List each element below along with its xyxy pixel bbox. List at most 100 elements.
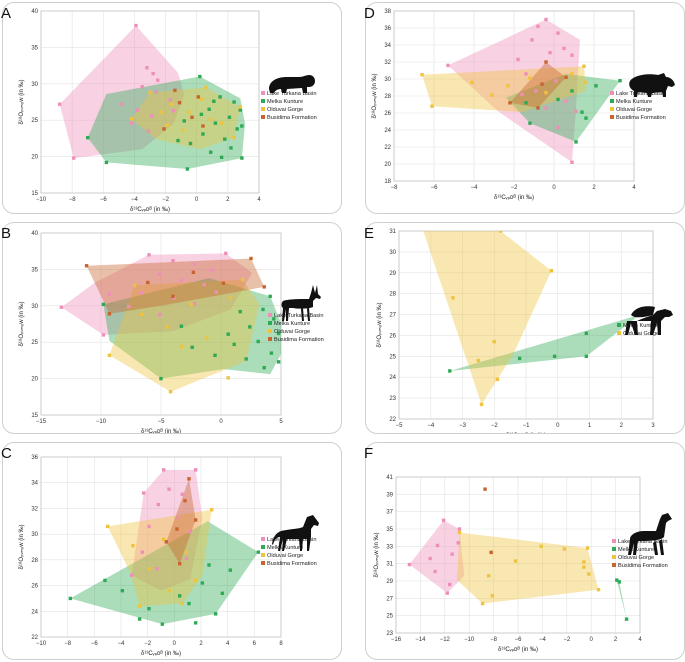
point-olduvai: [539, 544, 543, 549]
point-olduvai: [420, 223, 423, 226]
legend-label: Melka Kunture: [274, 321, 310, 327]
point-olduvai: [132, 283, 137, 288]
point-melka-kunture: [209, 150, 213, 154]
x-axis-label: δ¹³Cᵥₚᴅᴮ (in ‰): [141, 428, 181, 433]
legend-label: Lake Turkana Basin: [618, 539, 667, 545]
x-tick-label: −4: [131, 197, 139, 203]
pig-icon: [629, 73, 675, 97]
point-melka-kunture: [218, 95, 222, 99]
y-tick-label: 26: [389, 333, 396, 339]
antelope-icon: [281, 285, 321, 321]
point-busidima: [489, 550, 493, 555]
point-lake-turkana: [224, 251, 228, 256]
point-lake-turkana: [140, 290, 144, 295]
point-lake-turkana: [158, 312, 162, 317]
point-melka-kunture: [517, 356, 522, 361]
point-olduvai: [587, 572, 591, 576]
point-lake-turkana: [562, 46, 566, 51]
x-tick-label: −10: [36, 641, 47, 647]
point-lake-turkana: [192, 301, 197, 306]
x-tick-label: 2: [226, 197, 230, 203]
point-melka-kunture: [103, 578, 107, 583]
legend-swatch: [612, 547, 616, 551]
point-olduvai: [228, 296, 233, 300]
point-melka-kunture: [188, 141, 193, 146]
point-melka-kunture: [120, 589, 125, 593]
point-melka-kunture: [187, 601, 191, 606]
point-olduvai: [167, 589, 171, 593]
x-tick-label: −6: [515, 637, 523, 643]
point-lake-turkana: [435, 543, 440, 548]
point-olduvai: [193, 578, 198, 583]
point-olduvai: [570, 72, 574, 76]
point-lake-turkana: [407, 562, 412, 567]
y-tick-label: 25: [31, 340, 38, 346]
y-tick-label: 34: [31, 481, 38, 487]
point-olduvai: [492, 340, 496, 344]
point-olduvai: [105, 524, 110, 529]
data-layer: [420, 17, 622, 164]
panel-c: C 22 24 26 28 30 32 34 36 −10 −8 −6 −4 −2 0 2 4 6 8 δ¹³Cᵥₚᴅ…: [1, 442, 342, 660]
x-tick-label: 2: [614, 637, 618, 643]
point-lake-turkana: [57, 102, 62, 106]
legend-swatch: [612, 555, 616, 559]
y-tick-label: 32: [384, 60, 391, 66]
point-lake-turkana: [184, 556, 189, 561]
panel-f: F 23 25 27 29 31 33 35 37 39 41 −16 −14 −12 −10 −8 −6 −4 −…: [364, 442, 685, 660]
point-lake-turkana: [516, 57, 520, 62]
point-olduvai: [240, 277, 245, 282]
point-busidima: [187, 477, 191, 481]
legend-label: Busidima Formation: [267, 561, 317, 567]
legend-swatch: [617, 323, 621, 327]
data-layer: [59, 251, 281, 394]
legend-label: Olduvai Gorge: [618, 555, 654, 561]
x-tick-label: −2: [162, 197, 170, 203]
point-olduvai: [513, 559, 518, 563]
panel-d: D 18 20 22 24 26 28 30 32 34 36 38 −8 −6 −4 −2 0 2 4 δ¹³Cᵥₚ…: [364, 2, 685, 214]
point-busidima: [262, 285, 266, 289]
point-olduvai: [180, 601, 185, 606]
point-melka-kunture: [235, 127, 239, 131]
point-olduvai: [232, 135, 236, 140]
point-melka-kunture: [104, 160, 109, 165]
panel-letter: D: [364, 5, 375, 22]
x-tick-label: −5: [396, 423, 404, 429]
y-axis-label: δ¹⁸Oᵥₛₘₒᴡ (in ‰): [371, 73, 378, 118]
y-tick-label: 20: [384, 162, 391, 168]
point-olduvai: [476, 358, 481, 363]
x-tick-label: 4: [226, 641, 230, 647]
point-lake-turkana: [134, 23, 138, 28]
point-olduvai: [596, 587, 601, 592]
point-melka-kunture: [552, 354, 557, 359]
x-tick-label: 5: [279, 419, 283, 425]
point-melka-kunture: [584, 116, 588, 120]
y-tick-label: 35: [31, 45, 38, 51]
point-lake-turkana: [168, 98, 172, 102]
y-tick-label: 28: [31, 558, 38, 564]
point-melka-kunture: [193, 621, 198, 625]
legend-label: Melka Kunture: [616, 99, 652, 105]
point-busidima: [146, 280, 150, 285]
panel-letter: F: [364, 445, 374, 462]
hippo-icon: [269, 75, 315, 93]
hull-lake-turkana: [59, 25, 185, 159]
y-tick-label: 25: [386, 614, 393, 620]
hyena-icon: [625, 306, 673, 335]
point-busidima: [483, 487, 487, 491]
point-melka-kunture: [232, 100, 236, 104]
panel-letter: C: [1, 445, 12, 462]
point-melka-kunture: [201, 132, 205, 136]
point-olduvai: [129, 117, 134, 121]
point-olduvai: [165, 123, 169, 127]
point-lake-turkana: [548, 50, 552, 55]
point-lake-turkana: [145, 66, 149, 70]
x-tick-label: 4: [632, 185, 636, 191]
scatter-chart-a: 15 20 25 30 35 40 −10 −8 −6 −4 −2 0 2 4 δ¹³Cᵥₚᴅᴮ (in ‰…: [18, 9, 317, 213]
x-tick-label: 0: [173, 641, 177, 647]
legend-label: Busidima Formation: [616, 115, 666, 121]
hull-olduvai: [109, 279, 260, 392]
point-olduvai: [470, 80, 474, 85]
y-tick-label: 15: [31, 191, 38, 197]
point-melka-kunture: [276, 360, 281, 364]
point-olduvai: [159, 110, 163, 114]
